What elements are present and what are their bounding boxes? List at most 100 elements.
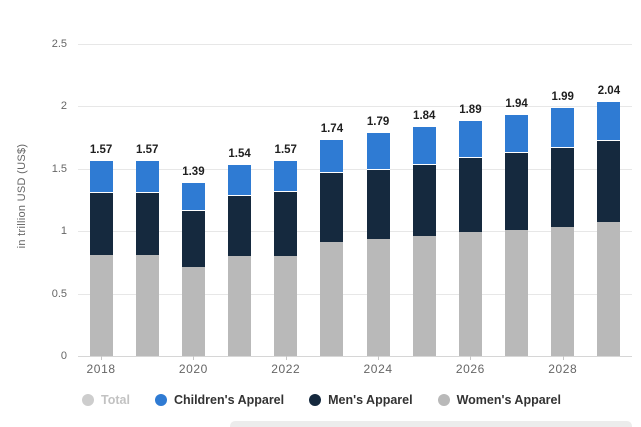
bar-2018[interactable] [89,159,113,356]
bar-segment-men-s-apparel[interactable] [597,139,621,223]
x-tick-label: 2026 [455,362,485,376]
gridline [78,168,632,170]
bar-segment-children-s-apparel[interactable] [551,107,575,148]
total-value-label: 1.74 [320,122,344,135]
x-tick-label: 2020 [178,362,208,376]
bar-segment-children-s-apparel[interactable] [181,182,205,210]
y-tick-label: 1 [60,225,67,237]
bar-segment-women-s-apparel[interactable] [505,229,529,356]
bar-2029[interactable] [597,101,621,356]
x-tick-mark [101,356,103,360]
bar-segment-women-s-apparel[interactable] [412,236,436,356]
bar-segment-women-s-apparel[interactable] [597,222,621,356]
bar-segment-men-s-apparel[interactable] [458,157,482,233]
legend-item-total[interactable]: Total [82,393,130,407]
total-value-label: 1.94 [505,97,528,110]
bar-segment-children-s-apparel[interactable] [89,159,113,193]
gridline [78,293,632,295]
total-value-label: 1.89 [459,103,482,116]
legend-label: Total [101,393,130,407]
bar-segment-children-s-apparel[interactable] [366,132,390,169]
bar-segment-children-s-apparel[interactable] [597,101,621,140]
gridline [78,106,632,107]
x-tick-label: 2028 [548,362,578,376]
bar-segment-children-s-apparel[interactable] [412,126,436,164]
bar-segment-women-s-apparel[interactable] [320,242,344,356]
bar-segment-men-s-apparel[interactable] [505,152,529,230]
bar-segment-women-s-apparel[interactable] [228,256,252,356]
bar-2027[interactable] [505,113,529,356]
bar-segment-men-s-apparel[interactable] [366,168,390,239]
bar-segment-women-s-apparel[interactable] [181,267,205,356]
bar-2022[interactable] [274,159,298,356]
legend-item-men-s-apparel[interactable]: Men's Apparel [309,393,413,407]
bar-segment-children-s-apparel[interactable] [320,138,344,173]
legend: Total Children's Apparel Men's Apparel Wome… [82,393,561,407]
bar-segment-children-s-apparel[interactable] [135,159,159,193]
y-tick-label: 2 [60,100,67,112]
plot-area: 1.57 2018 1.57 1.39 2020 1.54 1.57 2022 1.74 1.79… [78,43,632,376]
bottom-panel-edge [230,421,632,427]
bar-2020[interactable] [181,182,205,356]
gridline [78,231,632,232]
bar-segment-men-s-apparel[interactable] [181,209,205,268]
total-value-label: 1.57 [89,143,113,156]
total-value-label: 1.39 [182,166,205,179]
bar-2028[interactable] [551,107,575,356]
total-value-label: 2.04 [597,85,621,97]
bar-2025[interactable] [412,126,436,356]
bar-segment-men-s-apparel[interactable] [135,192,159,255]
legend-dot [154,394,167,406]
x-tick-label: 2024 [363,362,393,376]
y-tick-label: 2.5 [51,37,67,50]
bar-segment-women-s-apparel[interactable] [89,254,113,356]
bar-segment-children-s-apparel[interactable] [274,159,298,191]
bar-segment-men-s-apparel[interactable] [274,191,298,256]
total-value-label: 1.57 [136,143,159,156]
bar-segment-men-s-apparel[interactable] [412,163,436,236]
bar-segment-women-s-apparel[interactable] [551,227,575,356]
bar-segment-children-s-apparel[interactable] [228,163,252,195]
gridline [78,43,632,45]
legend-item-women-s-apparel[interactable]: Women's Apparel [437,393,561,407]
legend-dot [437,394,450,406]
bar-segment-children-s-apparel[interactable] [458,119,482,158]
total-value-label: 1.54 [228,147,251,160]
x-tick-mark [285,356,287,360]
bar-segment-men-s-apparel[interactable] [89,192,113,255]
x-tick-label: 2022 [271,362,301,376]
bar-segment-children-s-apparel[interactable] [505,113,529,153]
y-tick-label: 0 [60,350,67,362]
bar-segment-women-s-apparel[interactable] [135,254,159,356]
bar-2024[interactable] [366,132,390,356]
bar-2023[interactable] [320,138,344,356]
x-tick-mark [193,356,195,360]
y-tick-label: 1.5 [51,162,67,175]
legend-label: Children's Apparel [173,393,285,407]
y-tick-label: 0.5 [51,287,67,300]
bar-2019[interactable] [135,159,159,356]
bar-2026[interactable] [458,119,482,356]
x-tick-label: 2018 [86,362,116,376]
x-tick-mark [470,356,472,360]
legend-dot [309,394,322,406]
bar-segment-men-s-apparel[interactable] [228,194,252,256]
legend-dot [82,394,94,406]
bar-segment-women-s-apparel[interactable] [458,232,482,356]
total-value-label: 1.99 [551,91,574,104]
legend-label: Men's Apparel [328,393,413,407]
bar-segment-women-s-apparel[interactable] [274,256,298,356]
total-value-label: 1.84 [413,110,436,122]
bar-2021[interactable] [228,163,252,356]
legend-label: Women's Apparel [456,393,561,407]
bar-segment-men-s-apparel[interactable] [551,147,575,228]
total-value-label: 1.57 [274,143,297,156]
legend-item-children-s-apparel[interactable]: Children's Apparel [154,393,285,407]
x-tick-mark [378,356,380,360]
bar-segment-men-s-apparel[interactable] [320,172,344,243]
bar-segment-women-s-apparel[interactable] [366,238,390,356]
x-tick-mark [562,356,564,360]
x-axis-line [78,356,632,357]
total-value-label: 1.79 [366,116,390,129]
